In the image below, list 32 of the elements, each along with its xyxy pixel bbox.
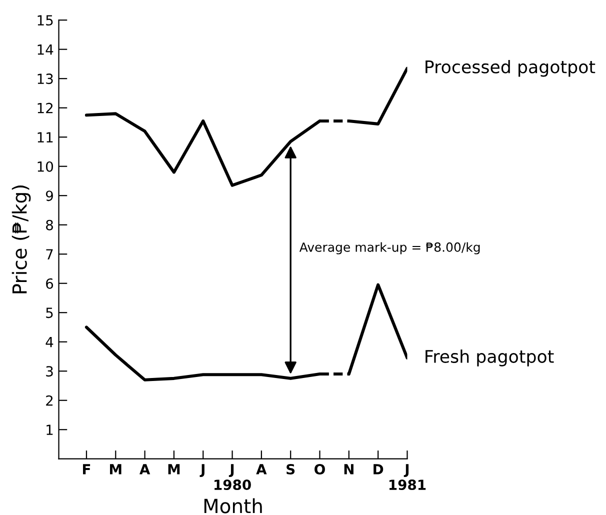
y-tick-label: 7 [46, 249, 53, 260]
text: Fresh pagotpot [426, 350, 554, 366]
x-tick-label: J 1981 [389, 464, 426, 490]
x-tick-label: D [374, 464, 384, 474]
y-tick-label: 3 [46, 366, 53, 377]
y-tick-label: 4 [46, 337, 54, 348]
y-axis-title: Price (₱/kg) [12, 185, 31, 294]
x-tick-label: A [256, 464, 267, 474]
annotation: Average mark-up = ₱8.00/kg [299, 242, 480, 254]
text: Processed pagotpot [426, 60, 596, 77]
x-tick-label: M [110, 464, 122, 474]
x-tick-label: J 1980 [214, 464, 251, 490]
x-tick-label: N [344, 464, 354, 474]
y-tick-label: 14 [38, 44, 54, 55]
y-tick-label: 13 [38, 74, 53, 84]
y-tick-label: 11 [38, 132, 53, 142]
x-tick-label: O [314, 464, 325, 474]
y-tick-label: 12 [38, 102, 53, 114]
y-tick-label: 2 [46, 395, 53, 406]
x-axis-title: Month [204, 498, 262, 514]
y-tick-label: 15 [38, 15, 53, 26]
x-tick-label: F [83, 464, 90, 474]
y-tick-label: 5 [46, 308, 53, 318]
y-tick-label: 9 [46, 190, 53, 202]
x-tick-label: J [200, 464, 204, 478]
y-tick-label: 1 [46, 424, 53, 435]
y-tick-label: 8 [46, 220, 53, 230]
x-tick-label: M [168, 464, 180, 474]
y-tick-label: 10 [38, 161, 53, 172]
x-tick-label: S [286, 464, 295, 474]
y-tick-label: 6 [46, 278, 54, 289]
x-tick-label: A [139, 464, 150, 474]
